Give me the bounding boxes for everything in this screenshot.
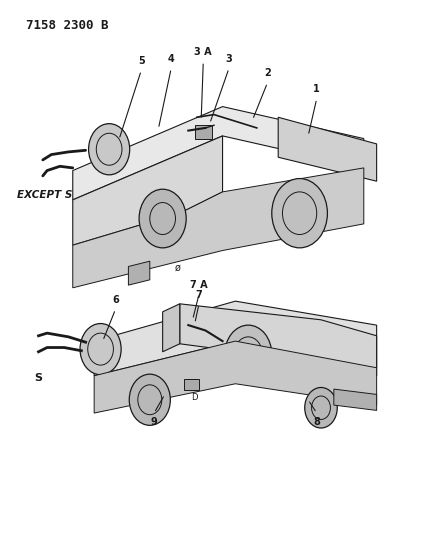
Polygon shape [94, 341, 377, 413]
Polygon shape [278, 117, 377, 181]
Text: 3: 3 [226, 54, 232, 64]
Text: D: D [191, 393, 198, 401]
Circle shape [129, 374, 170, 425]
Polygon shape [334, 389, 377, 410]
Circle shape [89, 124, 130, 175]
Circle shape [305, 387, 337, 428]
Text: 1: 1 [313, 84, 320, 94]
Text: EXCEPT S: EXCEPT S [17, 190, 72, 199]
Text: 7158 2300 B: 7158 2300 B [26, 19, 108, 31]
Polygon shape [128, 261, 150, 285]
Circle shape [225, 325, 272, 384]
Bar [184, 379, 199, 390]
Text: ø: ø [175, 263, 181, 272]
Text: 2: 2 [264, 68, 271, 78]
Text: 7 A: 7 A [190, 280, 208, 290]
Text: 8: 8 [313, 417, 320, 427]
Text: 7: 7 [196, 289, 202, 300]
Text: 3 A: 3 A [194, 47, 212, 57]
Circle shape [80, 324, 121, 375]
Polygon shape [73, 107, 364, 200]
Text: S: S [34, 374, 42, 383]
Polygon shape [73, 168, 364, 288]
Bar [195, 125, 212, 139]
Polygon shape [180, 304, 377, 376]
Text: 4: 4 [168, 54, 175, 64]
Polygon shape [73, 136, 223, 245]
Text: 6: 6 [112, 295, 119, 305]
Text: 9: 9 [151, 417, 158, 427]
Text: 5: 5 [138, 56, 145, 66]
Polygon shape [94, 301, 377, 376]
Circle shape [139, 189, 186, 248]
Circle shape [272, 179, 327, 248]
Polygon shape [163, 304, 180, 352]
